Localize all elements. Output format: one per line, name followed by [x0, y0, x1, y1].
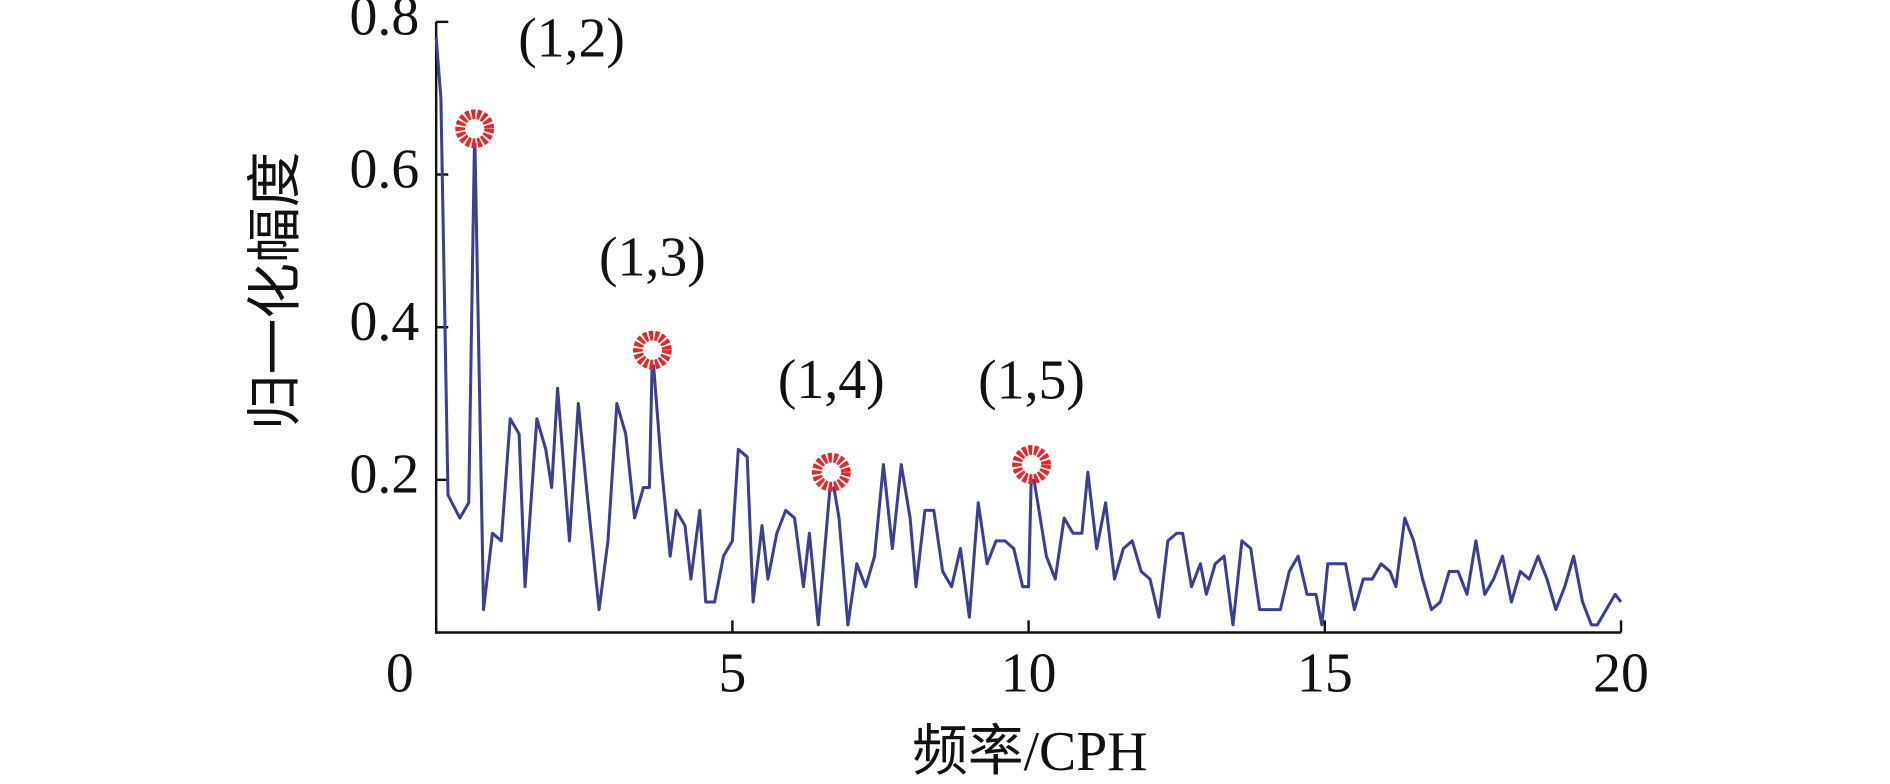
- y-axis-label: 归一化幅度: [245, 152, 307, 431]
- x-tick-label: 10: [1001, 642, 1057, 704]
- x-tick-label: 0: [386, 642, 414, 704]
- y-tick-label: 0.8: [350, 0, 420, 48]
- x-tick-label: 5: [718, 642, 746, 704]
- peak-marker: [811, 452, 851, 492]
- y-tick-label: 0.2: [350, 444, 420, 506]
- x-axis-label: 频率/CPH: [912, 721, 1147, 783]
- y-tick-label: 0.4: [350, 291, 420, 353]
- peak-marker: [633, 330, 672, 370]
- x-tick-label: 15: [1297, 642, 1353, 704]
- peak-marker: [1012, 445, 1051, 484]
- annotation: (1,4): [778, 349, 885, 411]
- x-tick-label: 20: [1593, 642, 1649, 704]
- y-tick-label: 0.6: [350, 138, 420, 200]
- annotation: (1,3): [599, 227, 706, 289]
- peak-marker: [455, 109, 495, 149]
- data-line: [434, 37, 1623, 627]
- annotation: (1,2): [518, 8, 625, 70]
- annotation: (1,5): [978, 350, 1085, 412]
